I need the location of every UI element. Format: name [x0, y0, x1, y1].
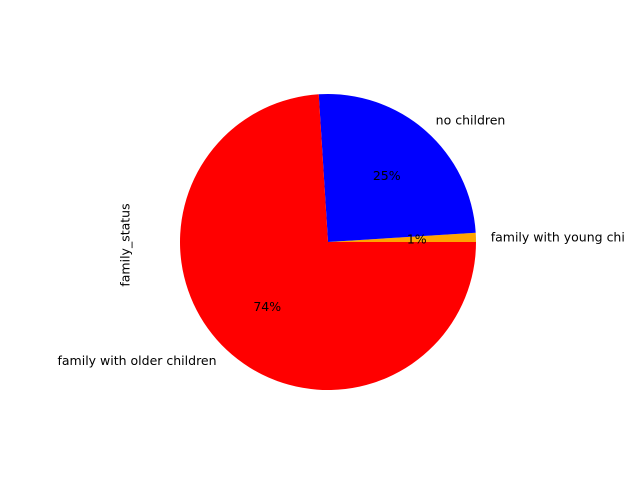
- slice-percent-no-children: 25%: [373, 168, 401, 183]
- slice-label-family-with-young-children: family with young chi: [491, 229, 625, 244]
- pie-slices: [180, 93, 477, 390]
- pie-labels: family with young chi 1% no children 25% fam…: [57, 112, 624, 368]
- y-axis-label: family_status: [117, 203, 133, 287]
- pie-slice-no-children: [318, 93, 476, 243]
- slice-percent-family-with-young-children: 1%: [407, 232, 427, 247]
- slice-label-no-children: no children: [436, 112, 506, 127]
- slice-label-family-with-older-children: family with older children: [57, 353, 216, 368]
- pie-slice-family-with-older-children: [180, 94, 477, 390]
- slice-percent-family-with-older-children: 74%: [253, 299, 281, 314]
- pie-slice-family-with-young-children: [328, 232, 476, 242]
